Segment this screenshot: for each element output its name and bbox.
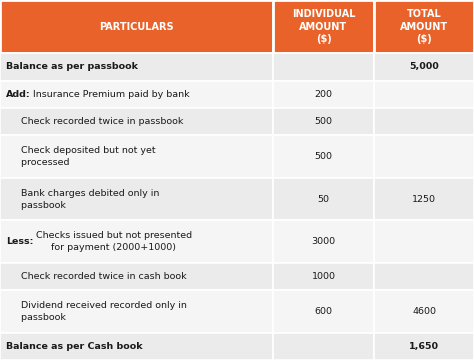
Text: Dividend received recorded only in
     passbook: Dividend received recorded only in passb… (6, 301, 187, 322)
Text: 200: 200 (315, 90, 332, 99)
Bar (374, 53, 474, 81)
Text: 500: 500 (315, 152, 332, 161)
Text: 5,000: 5,000 (410, 63, 439, 72)
Text: Check deposited but not yet
     processed: Check deposited but not yet processed (6, 146, 155, 167)
Bar (273, 81, 374, 108)
Bar (374, 135, 474, 178)
Text: Balance as per passbook: Balance as per passbook (6, 63, 137, 72)
Text: 500: 500 (315, 117, 332, 126)
Bar (273, 263, 374, 290)
Bar (0, 108, 273, 135)
Text: Bank charges debited only in
     passbook: Bank charges debited only in passbook (6, 189, 159, 210)
Bar (0, 333, 273, 360)
Bar (0, 53, 273, 81)
Bar (374, 108, 474, 135)
Text: 600: 600 (315, 307, 332, 316)
Bar (273, 290, 374, 333)
Bar (273, 0, 374, 53)
Bar (0, 0, 273, 53)
Text: 4600: 4600 (412, 307, 436, 316)
Bar (0, 263, 273, 290)
Bar (273, 53, 374, 81)
Bar (374, 263, 474, 290)
Bar (273, 220, 374, 263)
Text: Check recorded twice in passbook: Check recorded twice in passbook (6, 117, 183, 126)
Bar (374, 81, 474, 108)
Text: Balance as per Cash book: Balance as per Cash book (6, 342, 142, 351)
Text: PARTICULARS: PARTICULARS (99, 22, 173, 32)
Bar (0, 220, 273, 263)
Text: Less:: Less: (6, 237, 33, 246)
Text: 50: 50 (318, 195, 329, 204)
Text: INDIVIDUAL
AMOUNT
($): INDIVIDUAL AMOUNT ($) (292, 9, 355, 44)
Text: Add:: Add: (6, 90, 30, 99)
Bar (374, 178, 474, 220)
Bar (273, 108, 374, 135)
Text: Checks issued but not presented
      for payment (2000+1000): Checks issued but not presented for paym… (33, 231, 192, 252)
Bar (0, 178, 273, 220)
Text: Check recorded twice in cash book: Check recorded twice in cash book (6, 272, 186, 281)
Bar (273, 135, 374, 178)
Text: 1250: 1250 (412, 195, 436, 204)
Bar (273, 333, 374, 360)
Bar (0, 135, 273, 178)
Bar (374, 220, 474, 263)
Bar (0, 290, 273, 333)
Text: 3000: 3000 (311, 237, 336, 246)
Text: 1,650: 1,650 (409, 342, 439, 351)
Bar (374, 333, 474, 360)
Bar (273, 178, 374, 220)
Text: Insurance Premium paid by bank: Insurance Premium paid by bank (30, 90, 190, 99)
Bar (374, 0, 474, 53)
Bar (0, 81, 273, 108)
Bar (374, 290, 474, 333)
Text: 1000: 1000 (311, 272, 336, 281)
Text: TOTAL
AMOUNT
($): TOTAL AMOUNT ($) (400, 9, 448, 44)
